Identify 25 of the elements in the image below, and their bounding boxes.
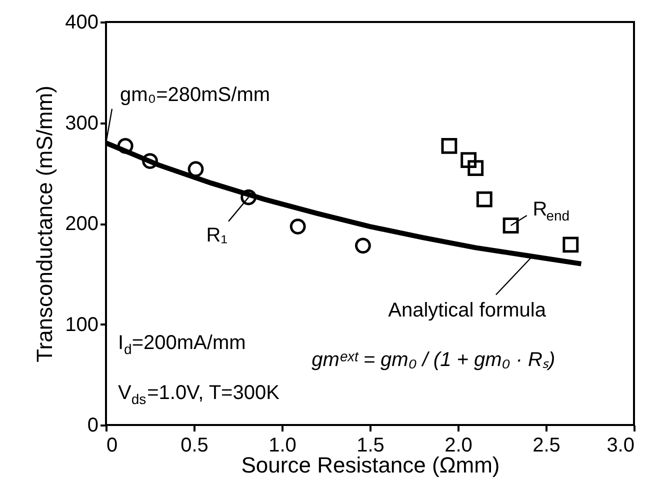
point [562,236,579,253]
annotation: gm₀=280mS/mm [120,84,270,106]
point [476,191,492,208]
y-tick-label: 400 [65,12,98,34]
x-tick-label: 3.0 [606,434,634,456]
y-axis-title: Transconductance (mS/mm) [32,86,58,362]
point [468,160,484,176]
annotation: Analytical formula [388,300,547,322]
point [355,238,371,254]
point [290,218,306,234]
point [188,161,204,178]
x-tick-label: 0.5 [180,434,208,456]
point [240,189,257,206]
y-tick-label: 100 [65,314,98,336]
y-tick-label: 300 [65,112,98,134]
x-tick-label: 2.5 [532,434,560,456]
point [502,218,519,234]
point [460,152,477,168]
annotation: R₁ [206,224,228,246]
x-tick-label: 0 [106,434,118,456]
annotation: gmᵉˣᵗ = gm₀ / (1 + gm₀ · Rₛ) [312,349,556,371]
y-tick-label: 200 [65,213,98,235]
y-tick-label: 0 [87,414,98,436]
point [142,153,158,169]
point [441,138,458,154]
